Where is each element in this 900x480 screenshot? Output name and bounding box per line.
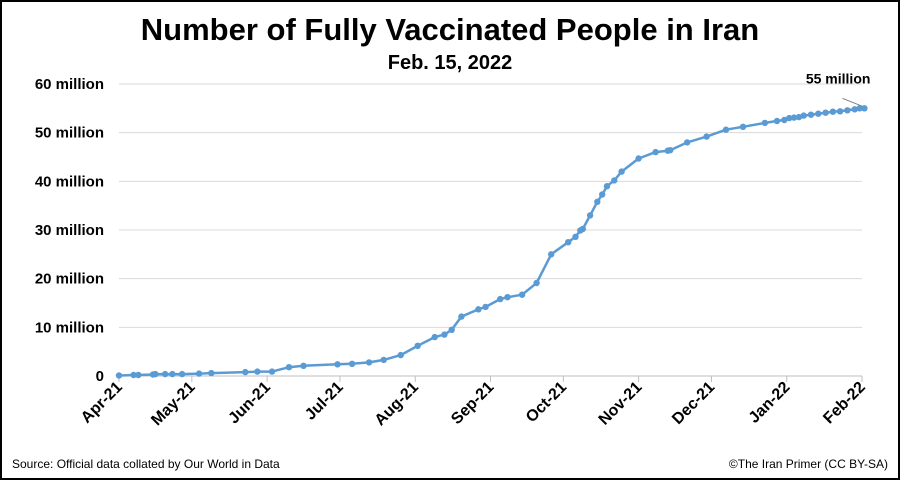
data-point bbox=[603, 183, 611, 190]
data-point bbox=[178, 370, 186, 378]
x-tick-label: Feb-22 bbox=[820, 379, 869, 428]
data-point bbox=[594, 198, 601, 205]
data-point bbox=[497, 295, 504, 303]
x-tick-label: Aug-21 bbox=[372, 379, 422, 429]
data-point bbox=[844, 107, 851, 114]
data-point bbox=[441, 331, 448, 338]
y-tick-label: 50 million bbox=[35, 125, 104, 142]
data-point bbox=[208, 369, 215, 377]
data-point bbox=[773, 117, 781, 125]
x-tick-label: Jul-21 bbox=[302, 379, 347, 424]
data-point bbox=[572, 233, 579, 240]
y-tick-label: 60 million bbox=[35, 76, 104, 93]
data-point bbox=[807, 111, 815, 118]
y-tick-label: 20 million bbox=[35, 271, 104, 288]
y-axis-ticks: 0 10 million 20 million 30 million 40 millio… bbox=[35, 76, 104, 385]
gridlines bbox=[119, 83, 862, 328]
data-point bbox=[242, 368, 249, 376]
data-point bbox=[254, 368, 261, 375]
data-point bbox=[829, 108, 837, 115]
data-point bbox=[739, 123, 747, 130]
data-point bbox=[579, 225, 586, 233]
data-point bbox=[836, 108, 844, 115]
data-point bbox=[815, 110, 822, 117]
data-point bbox=[115, 372, 123, 379]
data-point bbox=[334, 361, 341, 368]
data-point bbox=[475, 306, 482, 313]
data-point bbox=[586, 212, 594, 219]
y-tick-label: 30 million bbox=[35, 222, 104, 239]
data-point bbox=[611, 177, 618, 184]
x-tick-label: Oct-21 bbox=[523, 379, 570, 426]
data-point bbox=[722, 126, 730, 133]
data-point bbox=[268, 368, 276, 375]
data-point bbox=[856, 105, 863, 112]
series-line bbox=[118, 107, 865, 377]
data-point bbox=[667, 147, 674, 154]
data-point bbox=[448, 326, 455, 333]
data-point bbox=[518, 291, 526, 298]
y-tick-label: 0 bbox=[96, 368, 104, 385]
data-point bbox=[397, 351, 404, 359]
data-point bbox=[781, 116, 788, 124]
annotation-leader bbox=[842, 97, 863, 107]
data-point bbox=[380, 356, 387, 364]
data-point bbox=[504, 294, 511, 301]
data-point bbox=[300, 362, 307, 369]
series-fully-vaccinated bbox=[115, 105, 868, 379]
axes bbox=[118, 375, 863, 382]
annotation-label: 55 million bbox=[806, 70, 871, 86]
data-point bbox=[533, 279, 540, 287]
data-point bbox=[135, 371, 142, 379]
x-tick-label: Nov-21 bbox=[596, 379, 646, 429]
data-point bbox=[618, 168, 625, 175]
data-point bbox=[169, 370, 176, 378]
x-tick-label: Jun-21 bbox=[225, 379, 274, 428]
x-tick-label: Apr-21 bbox=[78, 379, 126, 427]
x-tick-label: Dec-21 bbox=[669, 379, 718, 428]
annotation: 55 million bbox=[806, 70, 871, 107]
credit-note: ©The Iran Primer (CC BY-SA) bbox=[728, 457, 888, 471]
x-tick-label: Sep-21 bbox=[448, 379, 497, 428]
data-point bbox=[761, 119, 769, 127]
data-point bbox=[684, 139, 691, 146]
data-point bbox=[635, 155, 642, 162]
chart-title: Number of Fully Vaccinated People in Ira… bbox=[140, 12, 760, 47]
data-point bbox=[861, 105, 868, 112]
x-tick-label: May-21 bbox=[148, 379, 198, 429]
x-tick-label: Jan-22 bbox=[746, 379, 794, 427]
data-point bbox=[790, 114, 798, 121]
data-point bbox=[195, 370, 203, 377]
y-tick-label: 40 million bbox=[35, 173, 104, 190]
data-point bbox=[285, 364, 293, 371]
data-point bbox=[652, 148, 659, 156]
x-axis-ticks: Apr-21 May-21 Jun-21 Jul-21 Aug-21 Sep-21 Oct-… bbox=[78, 379, 869, 429]
data-point bbox=[822, 109, 829, 116]
data-point bbox=[703, 133, 710, 140]
data-point bbox=[565, 239, 572, 246]
data-point bbox=[414, 342, 421, 349]
data-point bbox=[786, 114, 793, 122]
data-point bbox=[482, 303, 489, 311]
data-point bbox=[161, 370, 169, 378]
chart-subtitle: Feb. 15, 2022 bbox=[387, 52, 513, 74]
data-point bbox=[458, 313, 465, 320]
data-point bbox=[599, 191, 606, 198]
data-point bbox=[851, 106, 858, 113]
data-point bbox=[152, 370, 159, 378]
y-tick-label: 10 million bbox=[35, 319, 104, 336]
data-point bbox=[800, 112, 807, 119]
data-point bbox=[431, 333, 438, 341]
data-point bbox=[365, 359, 373, 366]
data-point bbox=[348, 360, 356, 367]
source-note: Source: Official data collated by Our Wo… bbox=[12, 457, 280, 471]
data-point bbox=[795, 113, 803, 121]
data-point bbox=[548, 251, 555, 258]
data-point bbox=[130, 371, 137, 379]
